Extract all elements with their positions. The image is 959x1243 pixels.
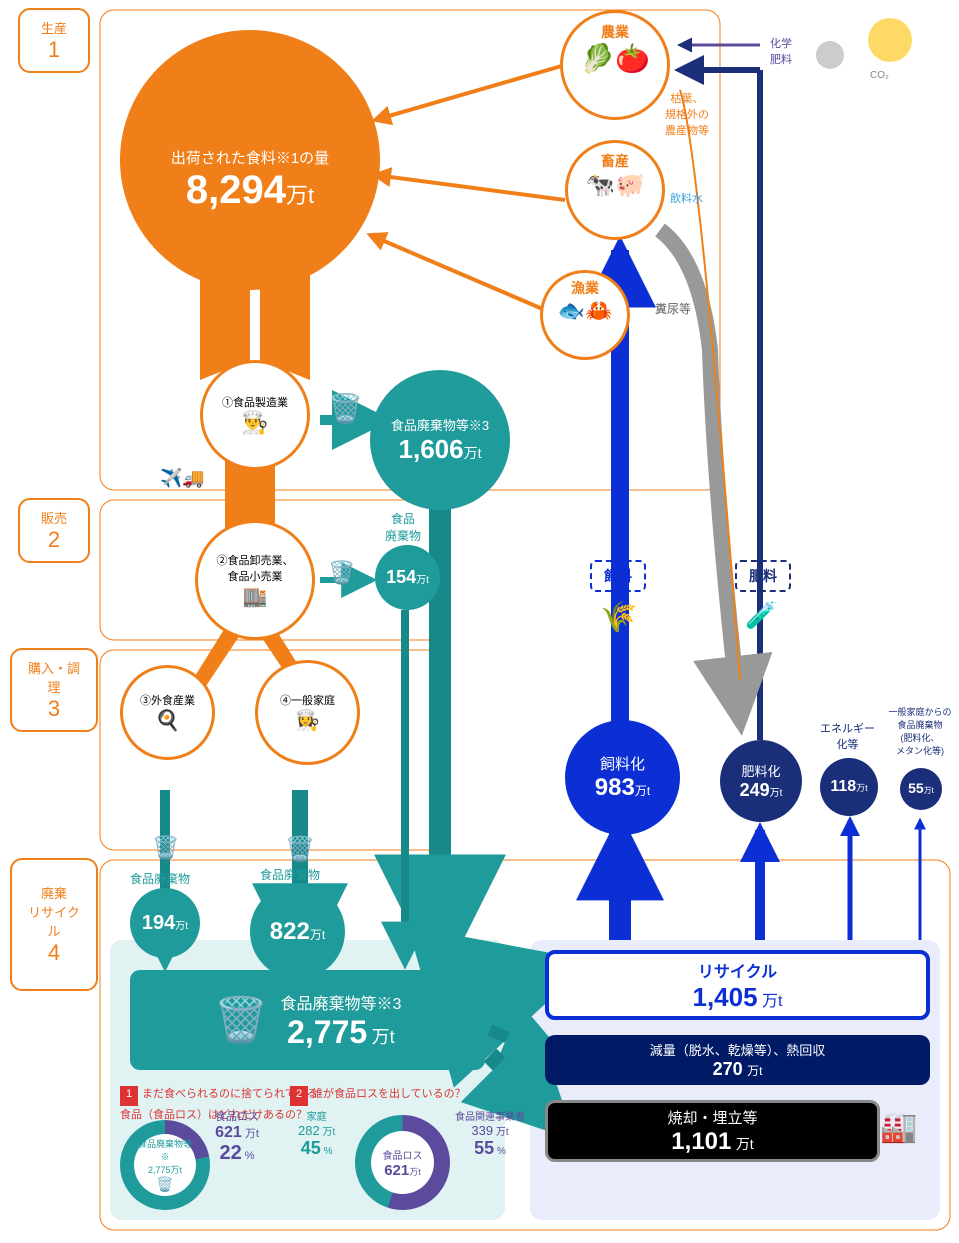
total-waste: 🗑️ 食品廃棄物等※3 2,775 万t (130, 970, 485, 1070)
donut1-loss: 食品ロス 621 万t 22 % (215, 1108, 259, 1165)
fert-icon: 🧪 (745, 600, 777, 631)
waste-fs-label: 食品廃棄物 (130, 870, 190, 887)
waste-retail-label: 食品 廃棄物 (385, 510, 421, 544)
main-food-shipped: 出荷された食料※1の量 8,294万t (120, 30, 380, 290)
source-agri: 農業 🥬🍅 (560, 10, 670, 120)
waste-hh-label: 食品廃棄物 (260, 866, 320, 883)
rc-energy-label: エネルギー 化等 (820, 720, 875, 752)
rc-fert: 肥料化 249万t (720, 740, 802, 822)
trash-icon: 🗑️ (328, 560, 355, 586)
plane-icon: ✈️🚚 (160, 468, 205, 489)
stage-2-label: 販売2 (18, 498, 90, 563)
stage-3-label: 購入・調理3 (10, 648, 98, 732)
rc-hhwaste: 55万t (900, 768, 942, 810)
stage-4-label: 廃棄 リサイクル4 (10, 858, 98, 991)
feed-icon: 🌾 (600, 600, 637, 635)
industry-manuf: ①食品製造業 👨‍🍳 (200, 360, 310, 470)
rc-energy: 118万t (820, 758, 878, 816)
donut2-biz: 食品関連事業者 339 万t 55 % (455, 1108, 525, 1159)
reduction-box: 減量（脱水、乾燥等）、熱回収 270 万t (545, 1035, 930, 1085)
source-fishery: 漁業 🐟🦀 (540, 270, 630, 360)
donut-2: 食品ロス 621万t (355, 1115, 450, 1210)
waste-fs: 194万t (130, 888, 200, 958)
landfill-icon: 🏭 (880, 1110, 917, 1145)
note-manure: 糞尿等 (655, 300, 691, 317)
recycle-box: リサイクル 1,405 万t (545, 950, 930, 1020)
q2: 2誰が食品ロスを出しているの？ (290, 1085, 510, 1106)
svg-text:CO₂: CO₂ (870, 70, 889, 81)
source-livestock: 畜産 🐄🐖 (565, 140, 665, 240)
trash-icon: 🗑️ (285, 835, 315, 864)
stage-1-label: 生産1 (18, 8, 90, 73)
industry-retail: ②食品卸売業、 食品小売業 🏬 (195, 520, 315, 640)
donut2-hh: 家庭 282 万t 45 % (298, 1108, 335, 1159)
feed-tag: 飼料 (590, 560, 646, 592)
industry-household: ④一般家庭 👩‍🍳 (255, 660, 360, 765)
rc-feed: 飼料化 983万t (565, 720, 680, 835)
note-water: 飲料水 (670, 190, 703, 206)
waste-hh: 822万t (250, 884, 345, 979)
waste-manuf: 食品廃棄物等※3 1,606万t (370, 370, 510, 510)
fert-tag: 肥料 (735, 560, 791, 592)
industry-foodservice: ③外食産業 🍳 (120, 665, 215, 760)
disposal-box: 焼却・埋立等 1,101 万t (545, 1100, 880, 1162)
trash-icon: 🗑️ (152, 835, 179, 861)
note-chemfert: 化学 肥料 (770, 35, 792, 67)
waste-retail: 154万t (375, 545, 440, 610)
rc-hhwaste-label: 一般家庭からの 食品廃棄物 (肥料化、 メタン化等) (885, 705, 955, 757)
donut-1: 食品廃棄物等※ 2,775万t 🗑️ (120, 1120, 210, 1210)
trash-icon: 🗑️ (328, 392, 363, 425)
note-agri: 枯葉、 規格外の 農産物等 (665, 90, 709, 138)
